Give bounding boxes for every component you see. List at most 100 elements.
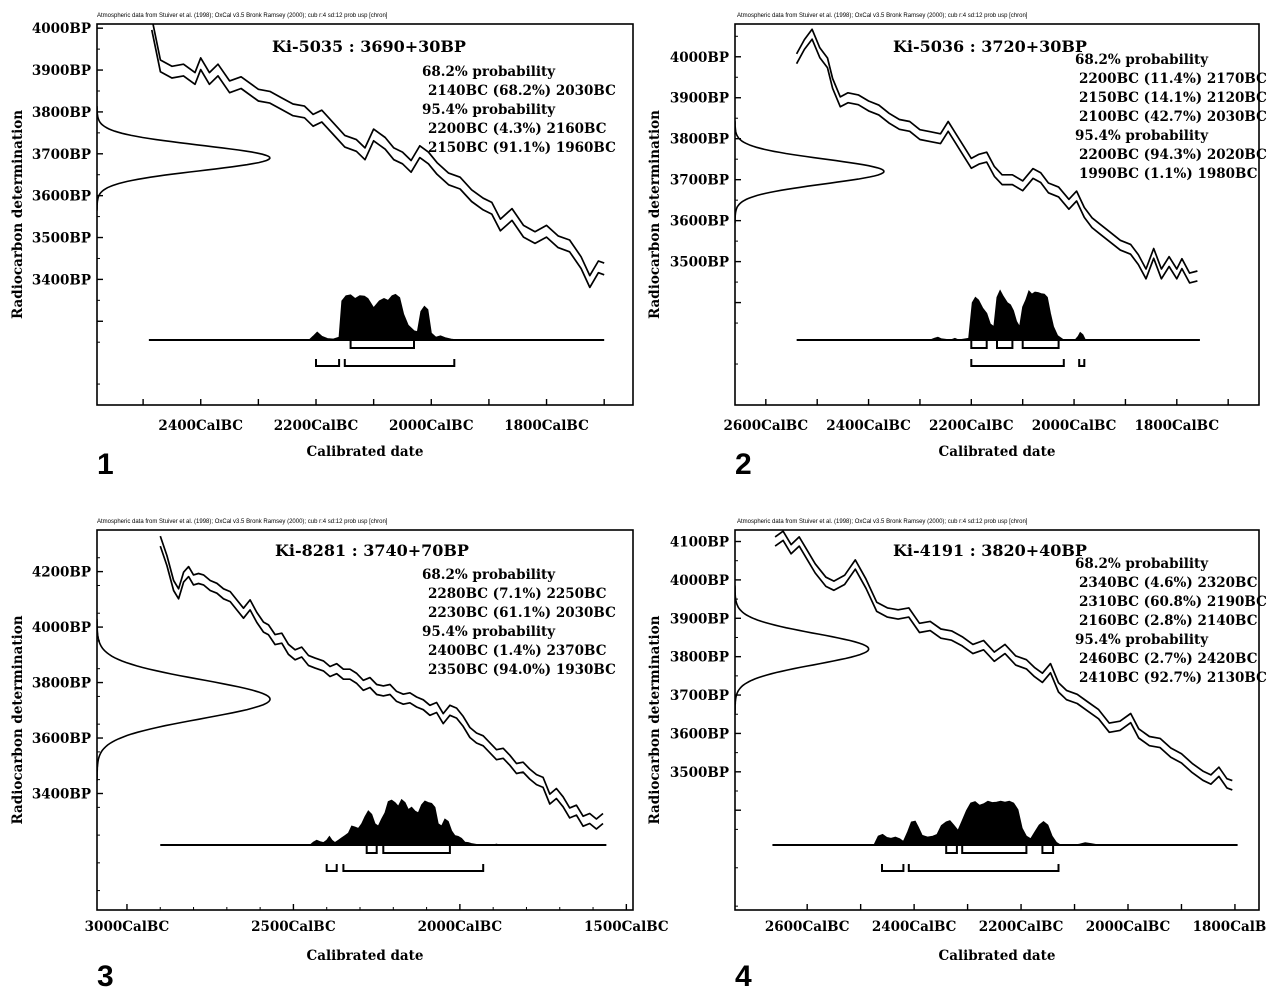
x-tick-label: 2500CalBC (251, 919, 336, 935)
y-axis-label: Radiocarbon determination (10, 615, 26, 824)
probability-heading: 95.4% probability (1075, 128, 1209, 144)
calibration-panel-3: Atmospheric data from Stuiver et al. (19… (10, 519, 669, 988)
sample-title: Ki-8281 : 3740+70BP (275, 541, 469, 560)
probability-heading: 95.4% probability (422, 624, 556, 640)
calibration-curve (735, 28, 1198, 284)
y-tick-label: 4100BP (670, 535, 729, 551)
range-bracket-95 (343, 359, 456, 367)
panel-number: 4 (735, 960, 752, 988)
sample-title: Ki-5036 : 3720+30BP (893, 37, 1087, 56)
x-tick-label: 2200CalBC (979, 919, 1064, 935)
x-tick-label: 2000CalBC (418, 919, 503, 935)
probability-ranges (970, 341, 1086, 367)
curve-upper (159, 535, 604, 820)
curve-lower (774, 539, 1233, 791)
probability-range-text: 2400BC (1.4%) 2370BC (428, 643, 607, 659)
y-tick-label: 3700BP (670, 688, 729, 704)
measurement-distribution (97, 106, 271, 211)
y-tick-label: 3600BP (32, 731, 91, 747)
range-bracket-95 (325, 864, 338, 872)
x-tick-label: 2200CalBC (929, 418, 1014, 434)
y-tick-label: 3800BP (32, 676, 91, 692)
calibration-curve (735, 530, 1233, 791)
plot-frame (96, 529, 634, 911)
range-bracket-68 (382, 846, 451, 854)
probability-heading: 95.4% probability (1075, 632, 1209, 648)
credit-line: Atmospheric data from Stuiver et al. (19… (97, 519, 388, 525)
y-axis-label: Radiocarbon determination (10, 110, 26, 319)
probability-range-text: 2200BC (4.3%) 2160BC (428, 121, 607, 137)
range-bracket-68 (970, 341, 988, 349)
calibration-panel-2: Atmospheric data from Stuiver et al. (19… (647, 13, 1267, 481)
calibrated-distribution (307, 293, 458, 341)
probability-heading: 68.2% probability (422, 64, 556, 80)
probability-range-text: 2230BC (61.1%) 2030BC (428, 605, 616, 621)
x-axis-label: Calibrated date (938, 444, 1055, 460)
y-tick-label: 3800BP (670, 650, 729, 666)
probability-range-text: 2350BC (94.0%) 1930BC (428, 662, 616, 678)
calibration-panel-1: Atmospheric data from Stuiver et al. (19… (10, 13, 634, 481)
y-tick-label: 3400BP (32, 787, 91, 803)
curve-lower (159, 545, 604, 830)
x-axis-label: Calibrated date (306, 948, 423, 964)
x-tick-label: 1800CalBC (1134, 418, 1219, 434)
measurement-distribution (735, 585, 870, 714)
x-tick-label: 2400CalBC (872, 919, 957, 935)
plot-frame (96, 23, 634, 406)
probability-ranges (881, 846, 1060, 872)
curve-lower (150, 29, 605, 289)
calibrated-distribution (930, 289, 1087, 341)
y-tick-label: 4000BP (670, 573, 729, 589)
curve-lower (795, 38, 1198, 284)
x-tick-label: 3000CalBC (85, 919, 170, 935)
probability-heading: 68.2% probability (422, 567, 556, 583)
y-tick-label: 3600BP (670, 726, 729, 742)
probability-heading: 68.2% probability (1075, 52, 1209, 68)
probability-range-text: 2150BC (14.1%) 2120BC (1079, 90, 1267, 106)
x-tick-label: 1800CalBC (504, 418, 589, 434)
y-axis-label: Radiocarbon determination (647, 110, 663, 319)
measurement-distribution (735, 120, 885, 224)
x-tick-label: 2000CalBC (389, 418, 474, 434)
plot-frame (734, 529, 1260, 911)
range-bracket-95 (315, 359, 341, 367)
panel-number: 3 (97, 960, 114, 988)
y-tick-label: 4000BP (670, 50, 729, 66)
measurement-distribution (97, 618, 271, 781)
range-bracket-95 (1078, 359, 1086, 367)
y-tick-label: 4000BP (32, 620, 91, 636)
calibration-curve (97, 24, 605, 289)
y-tick-label: 3900BP (32, 63, 91, 79)
x-tick-label: 2400CalBC (826, 418, 911, 434)
sample-title: Ki-5035 : 3690+30BP (272, 37, 466, 56)
y-tick-label: 3600BP (670, 214, 729, 230)
y-tick-label: 3700BP (32, 147, 91, 163)
x-tick-label: 1800CalBC (1193, 919, 1267, 935)
panel-number: 1 (97, 448, 114, 481)
calibration-panel-4: Atmospheric data from Stuiver et al. (19… (647, 519, 1267, 988)
calibrated-distribution (308, 798, 500, 846)
probability-heading: 68.2% probability (1075, 556, 1209, 572)
range-bracket-68 (996, 341, 1014, 349)
x-tick-label: 2000CalBC (1032, 418, 1117, 434)
calibrated-distribution (873, 800, 1099, 846)
probability-range-text: 2340BC (4.6%) 2320BC (1079, 575, 1258, 591)
curve-upper (795, 28, 1198, 274)
range-bracket-68 (945, 846, 958, 854)
range-bracket-68 (961, 846, 1028, 854)
y-tick-label: 3400BP (32, 272, 91, 288)
y-tick-label: 3900BP (670, 91, 729, 107)
x-tick-label: 2000CalBC (1086, 919, 1171, 935)
x-tick-label: 2200CalBC (274, 418, 359, 434)
panel-number: 2 (735, 448, 752, 481)
y-tick-label: 3800BP (670, 132, 729, 148)
probability-range-text: 2310BC (60.8%) 2190BC (1079, 594, 1267, 610)
range-bracket-95 (970, 359, 1065, 367)
credit-line: Atmospheric data from Stuiver et al. (19… (737, 13, 1028, 19)
probability-range-text: 2150BC (91.1%) 1960BC (428, 140, 616, 156)
probability-range-text: 2200BC (94.3%) 2020BC (1079, 147, 1267, 163)
range-bracket-95 (907, 864, 1060, 872)
probability-ranges (325, 846, 485, 872)
x-axis-label: Calibrated date (938, 948, 1055, 964)
